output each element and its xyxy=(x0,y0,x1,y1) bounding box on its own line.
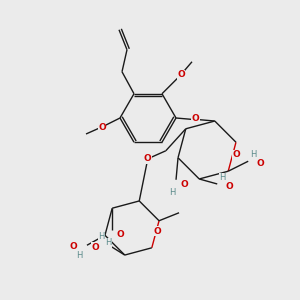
Text: O: O xyxy=(91,242,99,251)
Text: H: H xyxy=(98,232,105,241)
Text: O: O xyxy=(191,114,199,123)
Text: H: H xyxy=(250,150,256,159)
Text: O: O xyxy=(177,70,185,79)
Text: O: O xyxy=(116,230,124,239)
Text: O: O xyxy=(232,150,240,159)
Text: O: O xyxy=(180,180,188,189)
Text: O: O xyxy=(225,182,233,191)
Text: H: H xyxy=(76,251,83,260)
Text: O: O xyxy=(69,242,77,251)
Text: O: O xyxy=(256,159,264,168)
Text: H: H xyxy=(219,173,226,182)
Text: O: O xyxy=(154,227,161,236)
Text: O: O xyxy=(144,154,152,163)
Text: H: H xyxy=(105,238,111,247)
Text: H: H xyxy=(169,188,175,197)
Text: O: O xyxy=(98,122,106,131)
